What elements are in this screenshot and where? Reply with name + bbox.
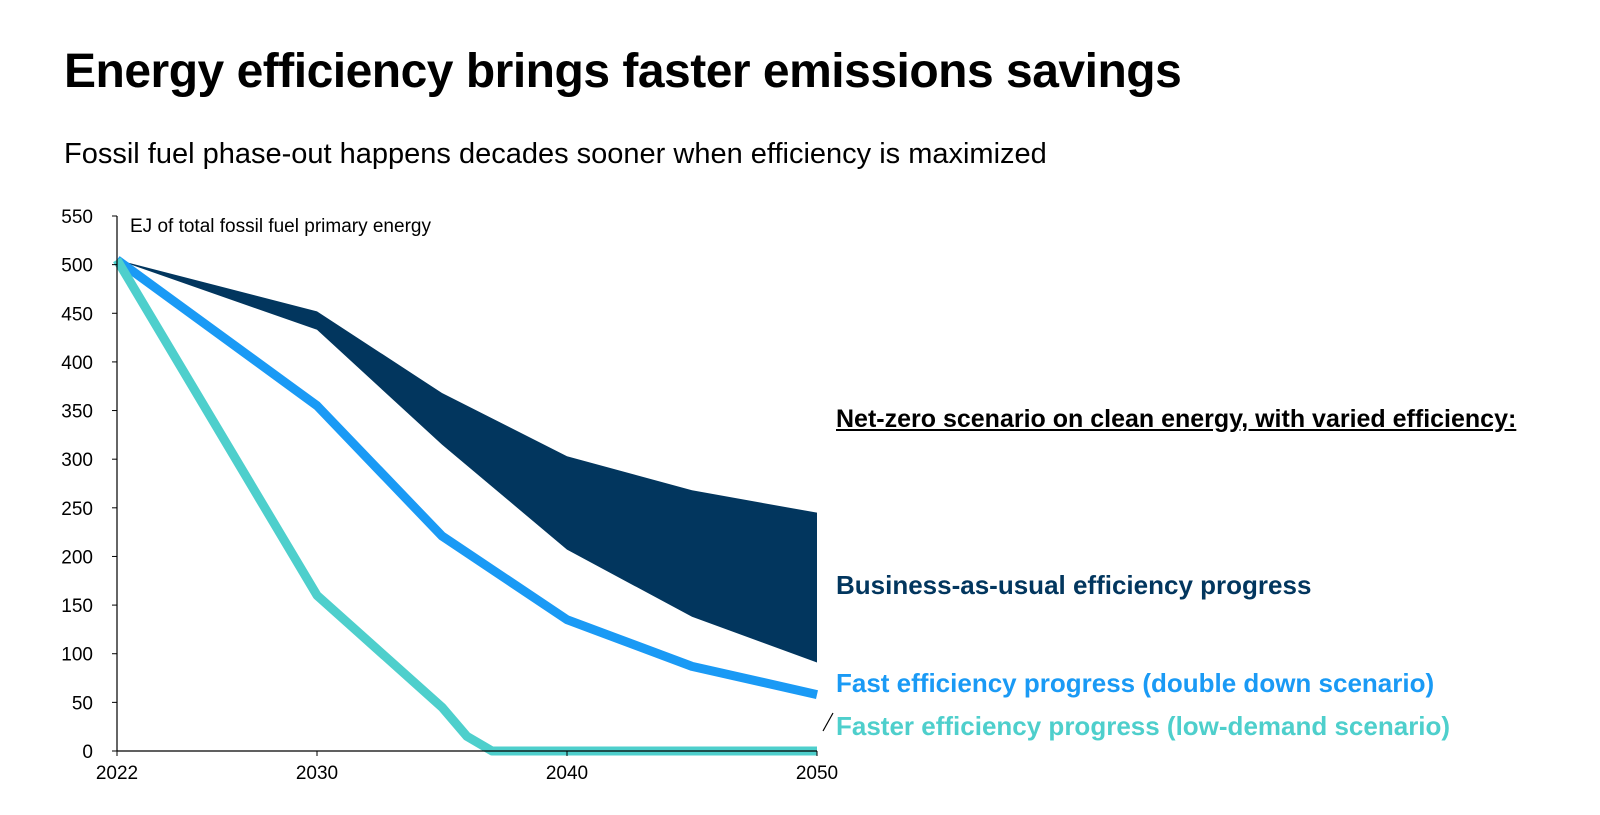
legend-fast-efficiency: Fast efficiency progress (double down sc… bbox=[836, 668, 1435, 698]
y-tick-label: 550 bbox=[61, 207, 93, 228]
chart-title: Energy efficiency brings faster emission… bbox=[64, 45, 1182, 98]
y-tick-label: 100 bbox=[61, 645, 93, 666]
x-tick-label: 2030 bbox=[296, 763, 338, 784]
x-tick-label: 2040 bbox=[546, 763, 588, 784]
legend-faster-efficiency: Faster efficiency progress (low-demand s… bbox=[836, 711, 1451, 741]
legend-title: Net-zero scenario on clean energy, with … bbox=[836, 405, 1517, 433]
series-layer bbox=[113, 256, 818, 756]
y-axis-unit-label: EJ of total fossil fuel primary energy bbox=[130, 216, 431, 237]
y-tick-label: 350 bbox=[61, 402, 93, 423]
y-tick-label: 200 bbox=[61, 547, 93, 568]
chart-subtitle: Fossil fuel phase-out happens decades so… bbox=[64, 138, 1047, 170]
legend-business-as-usual: Business-as-usual efficiency progress bbox=[836, 570, 1312, 600]
y-tick-label: 450 bbox=[61, 304, 93, 325]
y-tick-label: 150 bbox=[61, 596, 93, 617]
axis-layer: 0 50 100 150 200 250 300 350 400 450 500 550 2022 203… bbox=[61, 207, 838, 784]
y-tick-label: 50 bbox=[72, 693, 93, 714]
y-tick-label: 300 bbox=[61, 450, 93, 471]
series-line-fast-efficiency bbox=[114, 256, 818, 699]
legend-leader-line bbox=[822, 712, 834, 732]
series-band-business-as-usual bbox=[117, 259, 817, 663]
y-tick-label: 500 bbox=[61, 256, 93, 277]
y-tick-label: 400 bbox=[61, 353, 93, 374]
y-tick-label: 250 bbox=[61, 499, 93, 520]
x-tick-label: 2050 bbox=[796, 763, 838, 784]
y-tick-label: 0 bbox=[82, 742, 93, 763]
x-tick-label: 2022 bbox=[96, 763, 138, 784]
